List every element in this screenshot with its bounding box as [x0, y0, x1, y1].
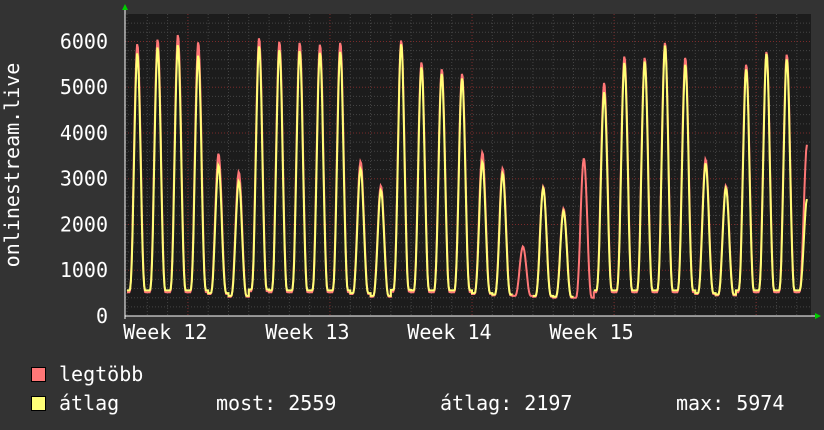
x-axis-arrow: [815, 313, 821, 319]
stat-max: max: 5974: [676, 391, 785, 415]
x-tick-label: Week 13: [265, 320, 349, 344]
grid: [125, 14, 811, 316]
legend-label-atlag: átlag: [59, 391, 120, 415]
y-tick-label: 5000: [60, 75, 108, 99]
y-axis-arrow: [122, 4, 128, 10]
legend-swatch-legtobb: [31, 367, 46, 382]
x-tick-label: Week 12: [123, 320, 207, 344]
y-tick-label: 1000: [60, 258, 108, 282]
series-line-atlag: [127, 44, 808, 298]
y-axis-label: onlinestream.live: [0, 63, 24, 268]
y-tick-label: 2000: [60, 212, 108, 236]
stat-most: most: 2559: [216, 391, 337, 415]
y-tick-label: 6000: [60, 29, 108, 53]
y-tick-label: 3000: [60, 167, 108, 191]
legend-label-legtobb: legtöbb: [59, 362, 144, 386]
x-tick-labels: Week 12 Week 13 Week 14 Week 15: [123, 320, 634, 344]
legend-swatch-atlag: [31, 396, 46, 411]
y-tick-labels: 0 1000 2000 3000 4000 5000 6000: [60, 29, 108, 328]
y-tick-label: 4000: [60, 121, 108, 145]
axes: [122, 4, 821, 319]
y-tick-label: 0: [96, 304, 108, 328]
stat-atlag: átlag: 2197: [440, 391, 573, 415]
x-tick-label: Week 15: [549, 320, 633, 344]
x-tick-label: Week 14: [407, 320, 491, 344]
series-layer: [127, 34, 808, 299]
